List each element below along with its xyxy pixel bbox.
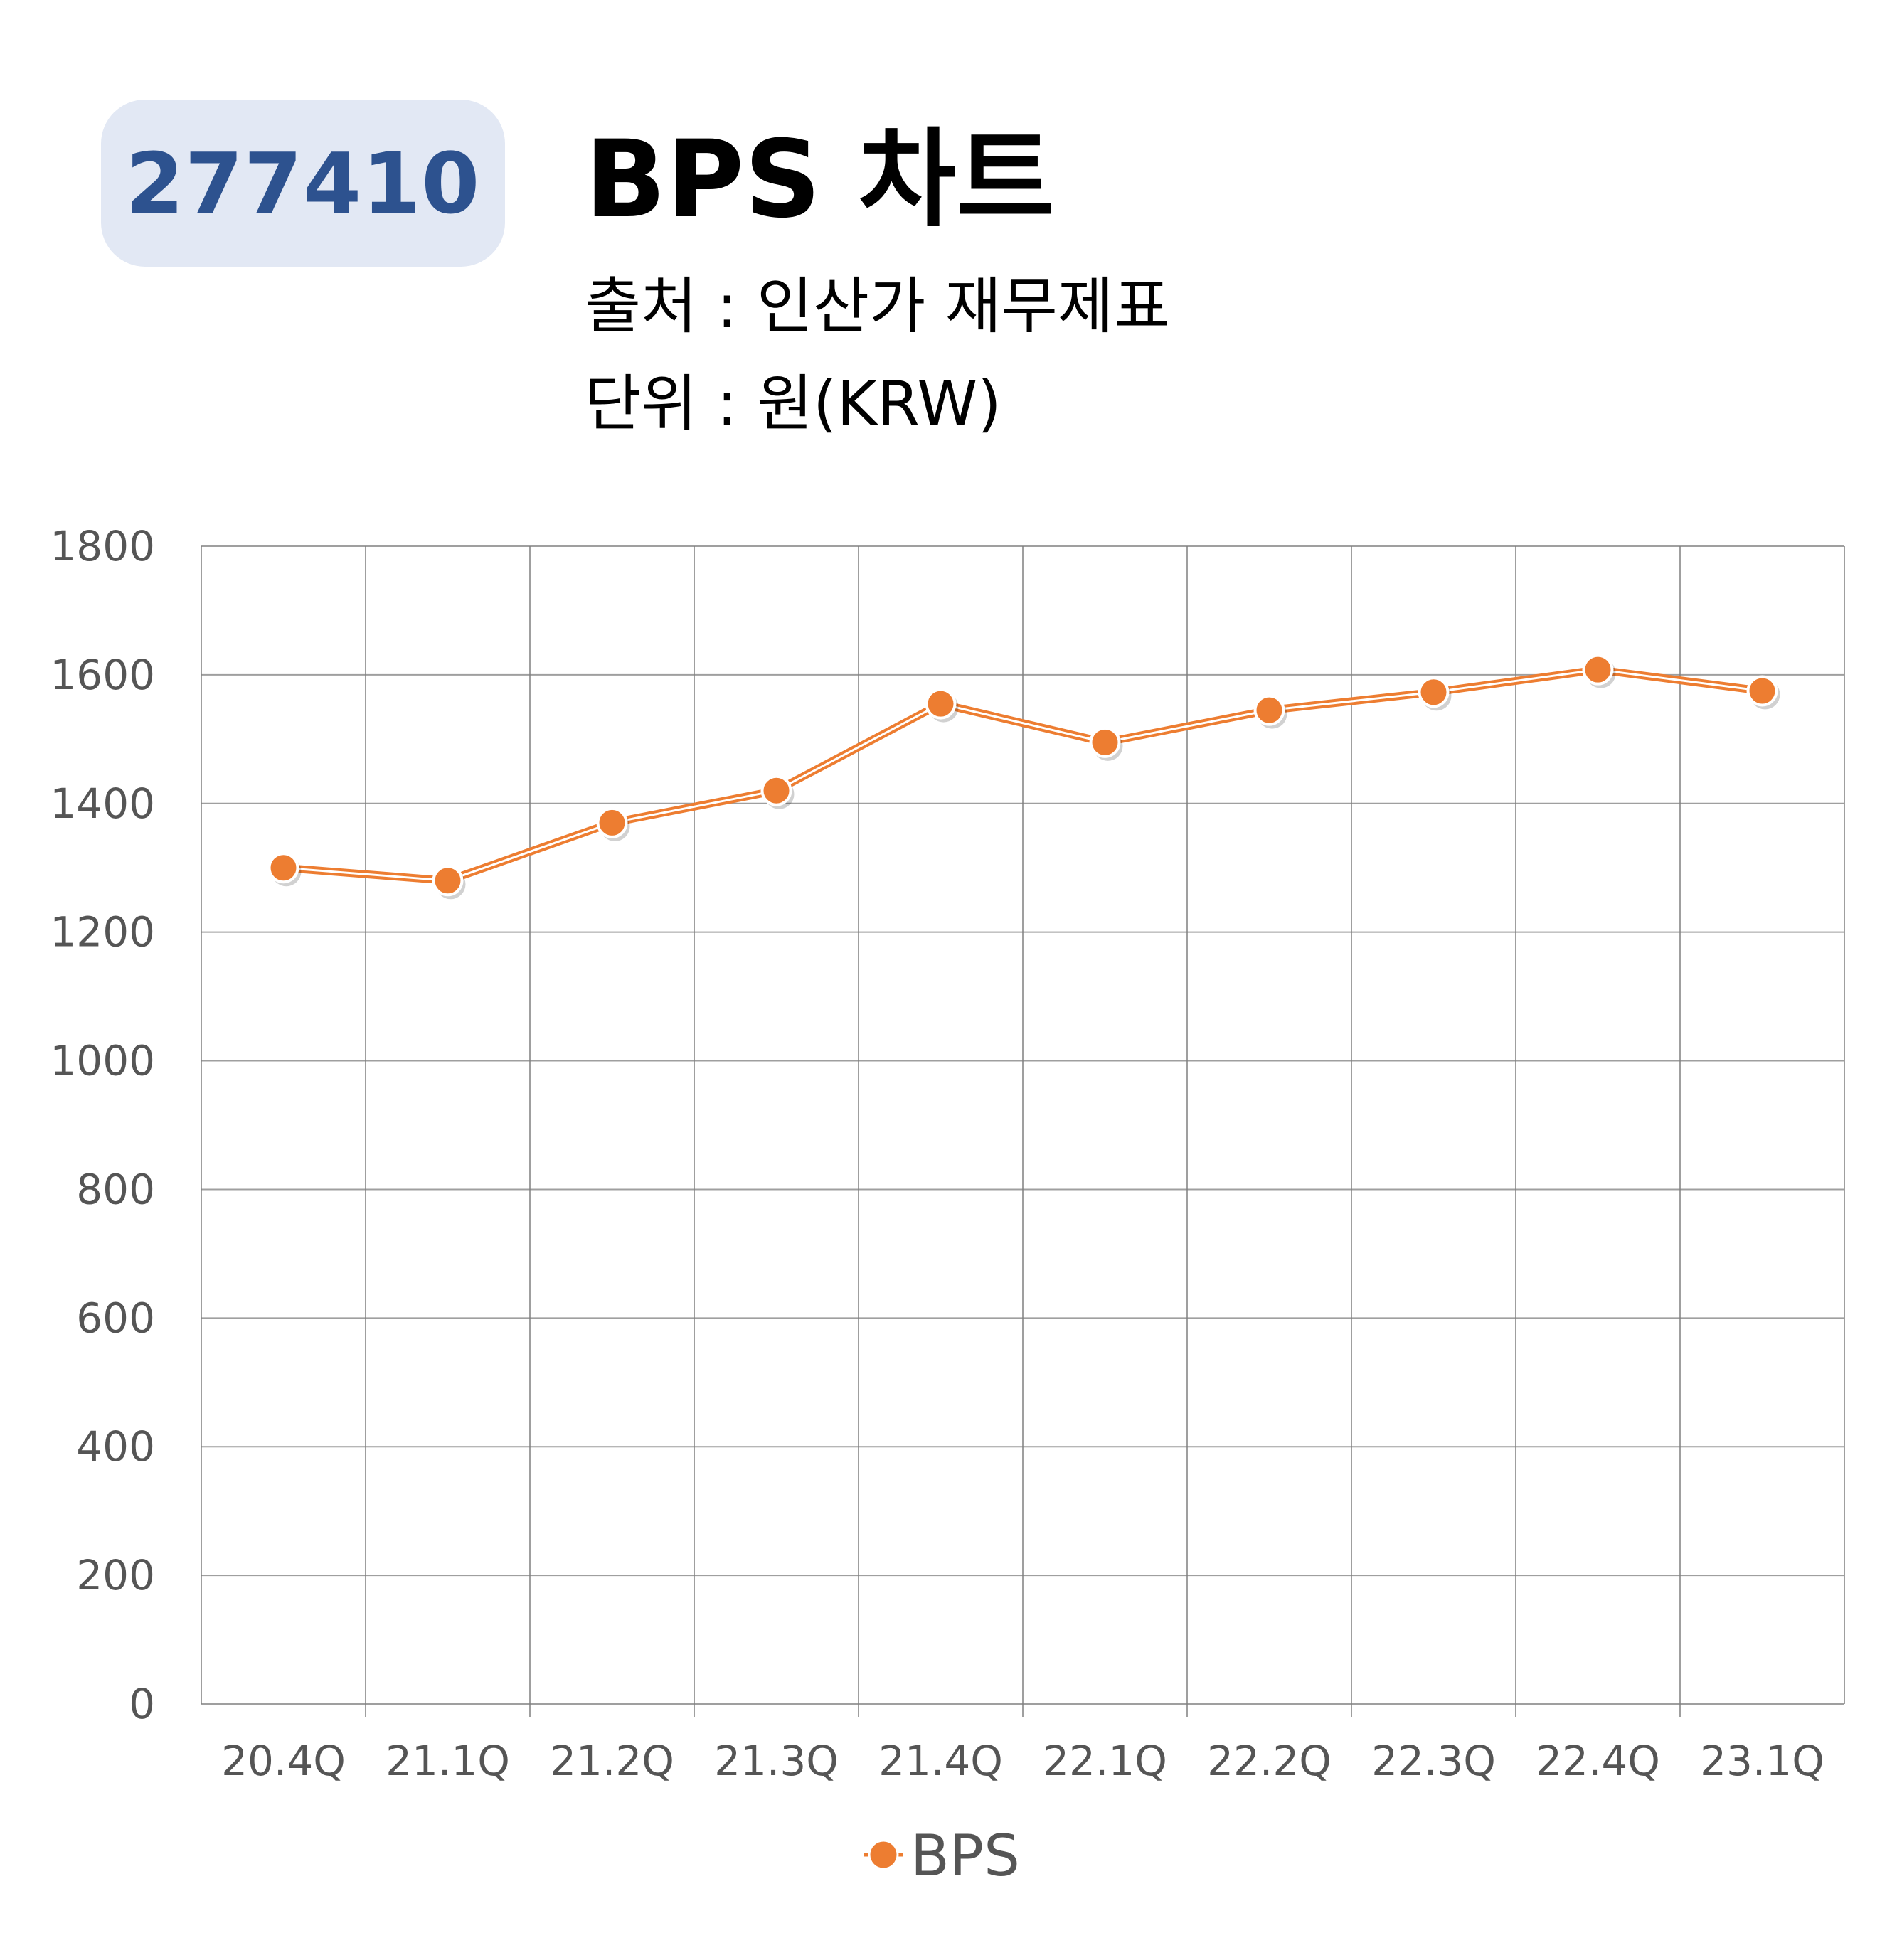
data-point [760,774,792,806]
data-point [1746,675,1778,707]
series-bps [267,654,1780,900]
y-tick-label: 600 [76,1294,155,1342]
x-tick-label: 20.4Q [221,1737,346,1785]
x-tick-label: 21.2Q [550,1737,674,1785]
y-tick-label: 1600 [50,651,155,699]
data-point [596,806,628,838]
ticker-badge: 277410 [101,100,505,267]
x-tick-label: 22.4Q [1536,1737,1660,1785]
x-tick-label: 22.2Q [1207,1737,1332,1785]
data-point [1089,726,1121,758]
legend-label: BPS [910,1823,1020,1889]
x-tick-label: 21.4Q [878,1737,1003,1785]
y-tick-label: 200 [76,1551,155,1599]
legend: BPS [864,1823,1020,1889]
source-note: 출처 : 인산가 재무제표 [585,271,1171,342]
y-tick-label: 400 [76,1422,155,1471]
data-point [267,852,299,884]
data-point [1582,654,1614,686]
unit-note: 단위 : 원(KRW) [585,368,1001,440]
series-line-inner [283,669,1763,882]
ticker-code: 277410 [125,134,481,233]
x-tick-label: 21.3Q [714,1737,839,1785]
x-tick-label: 22.1Q [1043,1737,1167,1785]
chart-title: BPS 차트 [585,118,1055,242]
data-point [925,688,957,720]
x-tick-label: 21.1Q [386,1737,510,1785]
data-point [1253,694,1285,726]
data-point [1418,676,1450,708]
x-tick-label: 23.1Q [1700,1737,1824,1785]
y-axis-ticks: 0 200 400 600 800 1000 1200 1400 1600 1800 [50,522,155,1728]
x-axis-ticks: 20.4Q 21.1Q 21.2Q 21.3Q 21.4Q 22.1Q 22.2Q 22.3Q… [221,1737,1824,1785]
y-tick-label: 1000 [50,1037,155,1085]
y-tick-label: 0 [129,1680,155,1728]
x-tick-label: 22.3Q [1371,1737,1496,1785]
data-point [432,865,464,897]
y-tick-label: 800 [76,1165,155,1213]
y-tick-label: 1200 [50,908,155,957]
y-tick-label: 1400 [50,779,155,828]
y-tick-label: 1800 [50,522,155,570]
legend-swatch-marker [868,1839,899,1870]
grid-lines [201,545,1845,1717]
